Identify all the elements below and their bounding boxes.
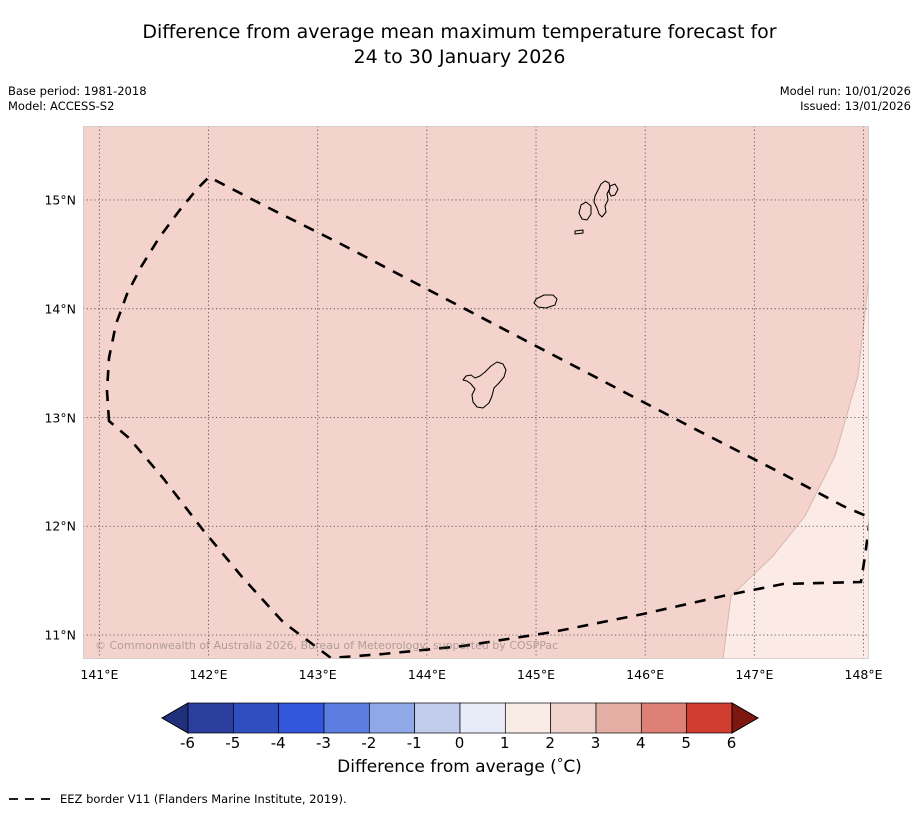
x-axis-tick-labels: 141°E 142°E 143°E 144°E 145°E 146°E 147°E 148°E (80, 667, 882, 687)
colorbar-tick-label: -5 (225, 734, 241, 752)
footer-legend: EEZ border V11 (Flanders Marine Institut… (8, 792, 347, 806)
island-islet (574, 229, 584, 235)
x-tick-label: 143°E (298, 667, 337, 682)
axes-spine (83, 126, 869, 659)
y-tick-label: 12°N (44, 518, 76, 534)
colorbar-band[interactable] (232, 702, 279, 734)
x-tick-label: 147°E (735, 667, 774, 682)
base-period-text: Base period: 1981-2018 (8, 84, 147, 98)
y-tick-label: 14°N (44, 301, 76, 317)
colorbar-tick-label: -3 (316, 734, 331, 752)
x-tick-label: 146°E (626, 667, 665, 682)
map-plot-area[interactable]: © Commonwealth of Australia 2026, Bureau… (83, 126, 869, 659)
colorbar-tick-label: -4 (270, 734, 286, 752)
x-tick-label: 141°E (80, 667, 119, 682)
colorbar-band[interactable] (549, 702, 596, 734)
anomaly-map-svg (83, 126, 869, 659)
eez-legend-text: EEZ border V11 (Flanders Marine Institut… (60, 792, 347, 806)
colorbar-band[interactable] (640, 702, 687, 734)
colorbar-band[interactable] (187, 702, 234, 734)
colorbar-tick-label: 2 (545, 734, 555, 752)
colorbar-tick-label: 4 (636, 734, 646, 752)
y-tick-label: 13°N (44, 410, 76, 425)
colorbar-tick-label: -2 (361, 734, 377, 752)
metadata-right: Model run: 10/01/2026 Issued: 13/01/2026 (780, 84, 911, 113)
colorbar-band[interactable] (323, 702, 370, 734)
anomaly-region-0-to-1 (723, 126, 869, 659)
colorbar[interactable]: -6 -5 -4 -3 -2 -1 0 1 2 3 4 5 6 (0, 702, 919, 752)
colorbar-band[interactable] (504, 702, 551, 734)
y-tick-label: 11°N (44, 627, 76, 643)
issued-text: Issued: 13/01/2026 (800, 98, 911, 113)
colorbar-tick-label: 5 (681, 734, 691, 752)
colorbar-band[interactable] (685, 702, 732, 734)
colorbar-band[interactable] (277, 702, 324, 734)
colorbar-band[interactable] (459, 702, 506, 734)
colorbar-tick-label: 0 (454, 734, 465, 752)
island-guam (462, 361, 507, 409)
eez-dashed-line-icon (9, 798, 53, 800)
model-text: Model: ACCESS-S2 (8, 98, 115, 113)
colorbar-band[interactable] (368, 702, 415, 734)
island-tinian (608, 183, 619, 197)
island-aguijan (578, 201, 592, 221)
colorbar-band[interactable] (595, 702, 642, 734)
anomaly-contour-line (722, 275, 869, 659)
model-run-text: Model run: 10/01/2026 (779, 84, 911, 98)
colorbar-over-arrow (731, 702, 759, 734)
y-axis-tick-labels: 11°N 12°N 13°N 14°N 15°N (0, 126, 76, 659)
y-tick-label: 15°N (44, 192, 76, 208)
coastlines (462, 180, 619, 409)
page-title: Difference from average mean maximum tem… (142, 21, 777, 68)
colorbar-band[interactable] (413, 702, 460, 734)
degree-icon: ° (556, 757, 564, 773)
x-tick-label: 142°E (189, 667, 228, 682)
grid-lines (83, 126, 869, 659)
colorbar-tick-label: 1 (500, 734, 510, 752)
colorbar-label-prefix: Difference from average ( (337, 757, 557, 777)
metadata-left: Base period: 1981-2018 Model: ACCESS-S2 (8, 84, 147, 113)
colorbar-swatches[interactable] (160, 702, 760, 734)
colorbar-tick-label: -6 (180, 734, 195, 752)
colorbar-tick-labels: -6 -5 -4 -3 -2 -1 0 1 2 3 4 5 6 (0, 734, 919, 754)
colorbar-tick-label: -1 (406, 734, 422, 752)
x-tick-label: 145°E (516, 667, 556, 682)
x-tick-label: 148°E (844, 667, 883, 682)
colorbar-label-suffix: C) (563, 757, 582, 777)
x-tick-label: 144°E (407, 667, 446, 682)
colorbar-under-arrow (160, 702, 188, 734)
island-rota (533, 294, 558, 309)
colorbar-tick-label: 3 (590, 734, 601, 752)
island-saipan (593, 180, 611, 218)
eez-border-line (105, 175, 869, 659)
colorbar-axis-label: Difference from average (°C) (0, 757, 919, 777)
anomaly-region-1-to-2 (83, 126, 869, 659)
colorbar-tick-label: 6 (726, 734, 737, 752)
